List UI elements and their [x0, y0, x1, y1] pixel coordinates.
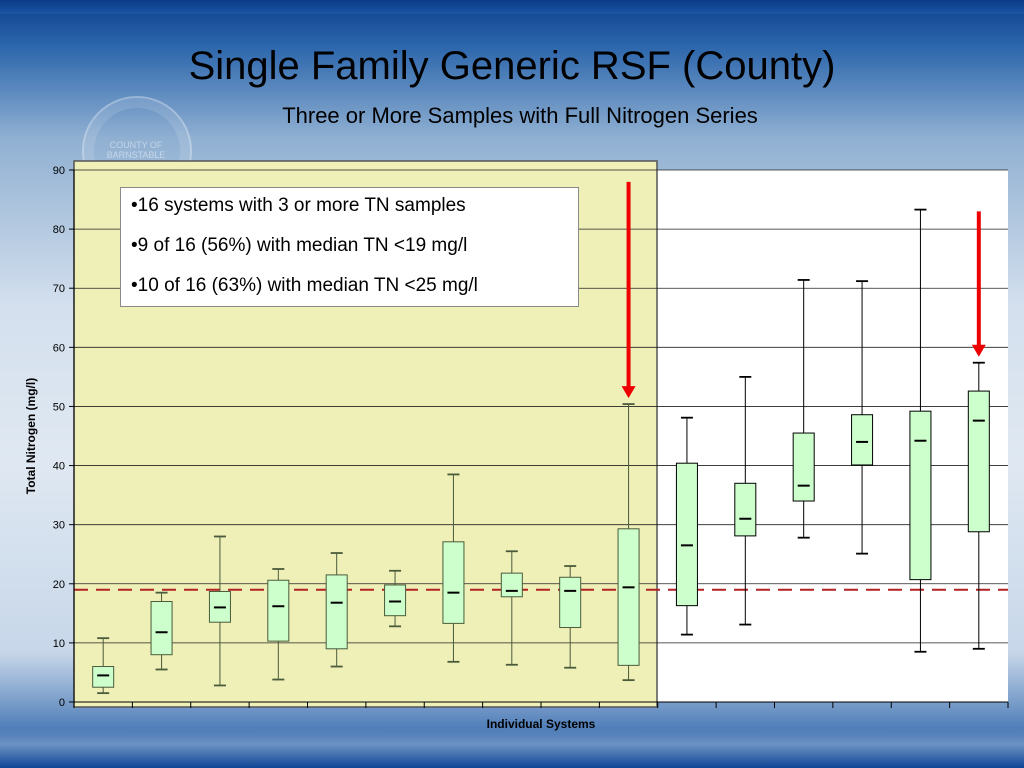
- y-tick-label-50: 50: [53, 401, 65, 413]
- x-axis-title: Individual Systems: [487, 717, 596, 731]
- y-tick-label-20: 20: [53, 579, 65, 591]
- summary-line-1: •16 systems with 3 or more TN samples: [131, 195, 466, 216]
- box-8: [500, 572, 523, 598]
- arrows-group: [621, 181, 986, 399]
- box-2: [150, 601, 173, 656]
- box-1: [92, 666, 115, 688]
- box-13: [792, 432, 815, 502]
- county-seal-text: COUNTY OF BARNSTABLE: [106, 140, 166, 160]
- boxes-group: [92, 208, 990, 695]
- y-axis-title: Total Nitrogen (mg/l): [24, 378, 38, 494]
- slide-title: Single Family Generic RSF (County): [188, 44, 836, 88]
- summary-textbox: •16 systems with 3 or more TN samples •9…: [120, 187, 579, 307]
- axes-group: 0 10 20 30 40 50 60 70 80 90: [53, 165, 1009, 709]
- slide-subtitle: Three or More Samples with Full Nitrogen…: [282, 103, 758, 128]
- y-tick-label-10: 10: [53, 638, 65, 650]
- box-5: [325, 574, 348, 650]
- box-15: [909, 410, 932, 581]
- arrow-head-10: [621, 386, 636, 399]
- box-4: [267, 579, 290, 642]
- box-9: [559, 576, 582, 629]
- box-10: [617, 528, 640, 666]
- box-16: [967, 390, 990, 533]
- y-tick-label-90: 90: [53, 165, 65, 177]
- y-tick-label-30: 30: [53, 520, 65, 532]
- y-tick-label-40: 40: [53, 461, 65, 473]
- box-11: [675, 462, 698, 607]
- box-6: [384, 584, 407, 617]
- top-band: [0, 0, 1024, 14]
- y-tick-label-80: 80: [53, 224, 65, 236]
- y-tick-label-60: 60: [53, 342, 65, 354]
- box-12: [734, 482, 757, 537]
- y-tick-label-0: 0: [59, 697, 65, 709]
- y-tick-label-70: 70: [53, 283, 65, 295]
- summary-line-2: •9 of 16 (56%) with median TN <19 mg/l: [131, 235, 468, 256]
- box-14: [851, 414, 874, 466]
- summary-line-3: •10 of 16 (63%) with median TN <25 mg/l: [131, 275, 478, 296]
- bottom-band: [0, 728, 1024, 768]
- box-7: [442, 541, 465, 624]
- arrow-head-16: [971, 344, 986, 357]
